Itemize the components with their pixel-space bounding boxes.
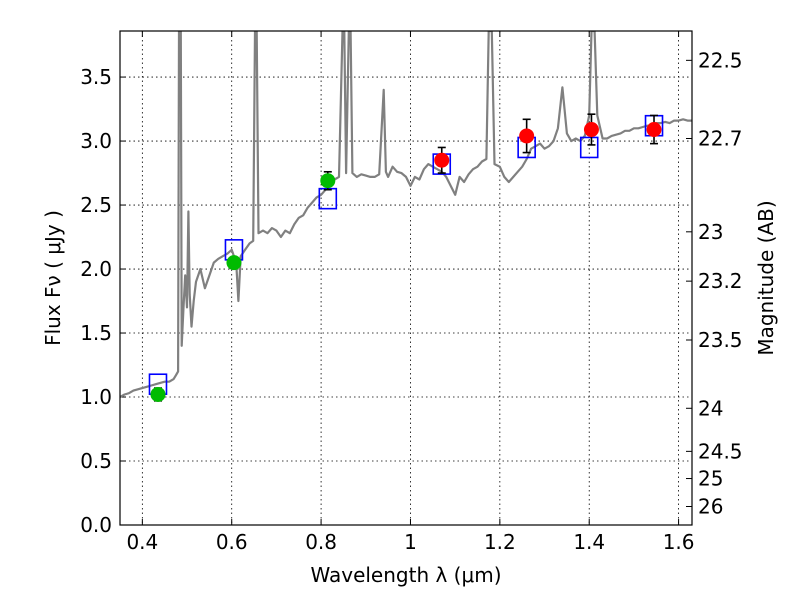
observed-point [646,122,662,138]
x-tick-label: 0.6 [216,530,248,554]
x-axis-label: Wavelength λ (μm) [310,563,501,587]
y2-tick-label: 22.7 [698,127,743,151]
tick-labels: 0.4 0.6 0.8 1 1.2 1.4 1.6 0.0 0.5 1.0 1.5 2.0 2.5 3.0… [80,48,742,554]
x-tick-label: 1.6 [663,530,695,554]
y-tick-label: 2.5 [80,193,112,217]
plot-frame [119,30,693,526]
y-tick-label: 1.0 [80,385,112,409]
observed-point [434,152,450,168]
x-tick-label: 1.2 [484,530,516,554]
observed-point [583,122,599,138]
x-tick-label: 0.8 [305,530,337,554]
y2-tick-label: 23.2 [698,269,743,293]
model-photometry-square [579,136,599,159]
y2-tick-label: 23.5 [698,328,743,352]
y-tick-label: 1.5 [80,321,112,345]
y2-tick-label: 24.5 [698,439,743,463]
x-tick-label: 1 [404,530,417,554]
x-tick-label: 0.4 [126,530,158,554]
observed-point [226,255,242,271]
y-tick-label: 2.0 [80,257,112,281]
y2-tick-label: 25 [698,467,723,491]
plot-background [120,31,692,525]
photometry-points [148,113,664,402]
observed-point [320,173,336,189]
y-tick-label: 0.0 [80,513,112,537]
y2-axis-label: Magnitude (AB) [754,200,778,355]
y2-tick-label: 22.5 [698,48,743,72]
observed-point [519,128,535,144]
x-tick-label: 1.4 [573,530,605,554]
y-tick-label: 3.0 [80,129,112,153]
y-axis-label: Flux Fν ( μJy ) [41,210,65,346]
axis-ticks [120,31,692,526]
plot-area [120,31,692,398]
model-spectrum-line [120,31,692,398]
y2-tick-label: 23 [698,220,723,244]
y-tick-label: 0.5 [80,449,112,473]
observed-point [150,386,166,402]
y2-tick-label: 26 [698,495,723,519]
y2-tick-label: 24 [698,396,723,420]
y-tick-label: 3.5 [80,65,112,89]
